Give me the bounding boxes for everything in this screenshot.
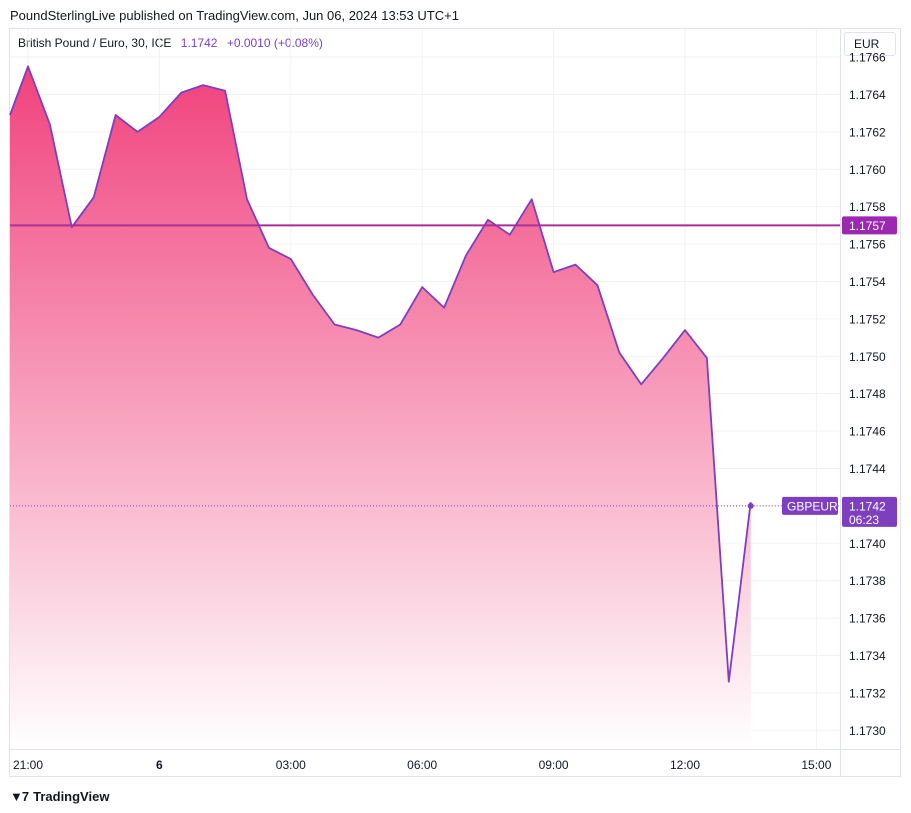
- x-tick-label: 15:00: [801, 758, 831, 772]
- y-tick-label: 1.1736: [849, 612, 886, 626]
- y-tick-label: 1.1764: [849, 88, 886, 102]
- y-tick-label: 1.1734: [849, 649, 886, 663]
- y-tick-label: 1.1760: [849, 163, 886, 177]
- y-tick-label: 1.1766: [849, 51, 886, 65]
- y-tick-label: 1.1732: [849, 686, 886, 700]
- y-tick-label: 1.1746: [849, 425, 886, 439]
- countdown-label: 06:23: [849, 513, 879, 527]
- symbol-tag: GBPEUR: [787, 499, 838, 513]
- x-tick-label: 03:00: [276, 758, 306, 772]
- price-line: [9, 65, 752, 683]
- last-price-marker: [747, 502, 754, 509]
- x-tick-label: 06:00: [407, 758, 437, 772]
- brand-label: TradingView: [33, 789, 110, 804]
- tradingview-logo-icon: ▼7: [10, 789, 29, 804]
- x-tick-label: 12:00: [670, 758, 700, 772]
- y-tick-label: 1.1750: [849, 350, 886, 364]
- y-tick-label: 1.1752: [849, 312, 886, 326]
- y-tick-label: 1.1730: [849, 724, 886, 738]
- level-line-label: 1.1757: [849, 219, 886, 233]
- y-tick-label: 1.1756: [849, 238, 886, 252]
- x-tick-label: 09:00: [539, 758, 569, 772]
- x-tick-label: 6: [156, 758, 163, 772]
- publisher-credit: PoundSterlingLive published on TradingVi…: [10, 8, 459, 23]
- symbol-tag-box: [782, 496, 838, 515]
- currency-label[interactable]: EUR: [844, 32, 896, 56]
- y-tick-label: 1.1748: [849, 387, 886, 401]
- chart-frame: [9, 28, 901, 777]
- last-price-label: 1.1742: [849, 499, 886, 513]
- last-price-box: [842, 496, 897, 527]
- level-line-label-box: [842, 216, 897, 235]
- price-area-fill: [10, 66, 751, 749]
- y-tick-label: 1.1762: [849, 125, 886, 139]
- chart-legend: British Pound / Euro, 30, ICE 1.1742 +0.…: [18, 36, 323, 50]
- tradingview-brand[interactable]: ▼7 TradingView: [10, 789, 109, 804]
- legend-value: 1.1742: [180, 36, 218, 50]
- y-tick-label: 1.1738: [849, 574, 886, 588]
- y-tick-label: 1.1758: [849, 200, 886, 214]
- y-tick-label: 1.1754: [849, 275, 886, 289]
- y-tick-label: 1.1744: [849, 462, 886, 476]
- x-tick-label: 21:00: [13, 758, 43, 772]
- legend-change: +0.0010 (+0.08%): [226, 36, 323, 50]
- y-tick-label: 1.1740: [849, 537, 886, 551]
- legend-symbol: British Pound / Euro, 30, ICE: [18, 36, 172, 50]
